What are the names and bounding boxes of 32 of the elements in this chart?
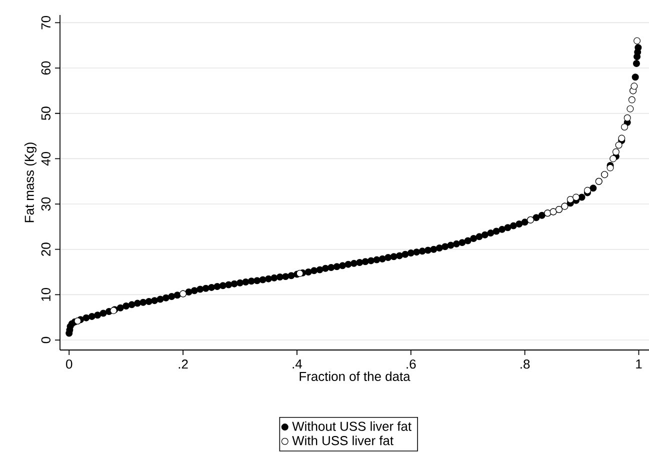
point [630, 82, 638, 90]
y-tick-label: 70 [41, 16, 50, 30]
point [572, 194, 580, 201]
x-tick-label: 0 [66, 360, 72, 369]
point [606, 164, 614, 172]
point [584, 186, 591, 194]
y-tick-label: 60 [41, 61, 50, 75]
y-tick-label: 0 [41, 336, 50, 344]
point [74, 317, 82, 324]
point [628, 96, 636, 104]
x-tick-label: .2 [178, 360, 188, 369]
point [615, 142, 622, 149]
legend-label: With USS liver fat [292, 436, 394, 446]
y-tick-label: 10 [41, 288, 50, 301]
x-tick-label: .8 [520, 360, 530, 369]
x-tick-label: 1 [636, 360, 642, 368]
y-axis-title: Fat mass (Kg) [24, 142, 36, 222]
y-tick-label: 40 [41, 152, 50, 166]
y-tick-label: 30 [41, 197, 50, 211]
x-tick-label: .6 [406, 360, 416, 369]
point [618, 134, 626, 142]
point [296, 270, 304, 277]
x-axis-title: Fraction of the data [300, 372, 410, 382]
x-tick-label: .4 [292, 360, 302, 368]
y-tick-label: 20 [41, 242, 50, 256]
point [566, 196, 574, 203]
point [621, 123, 628, 130]
y-tick-label: 50 [41, 106, 50, 120]
legend-label: Without USS liver fat [292, 421, 412, 431]
point [610, 155, 617, 162]
point [612, 148, 620, 156]
point [624, 114, 631, 122]
